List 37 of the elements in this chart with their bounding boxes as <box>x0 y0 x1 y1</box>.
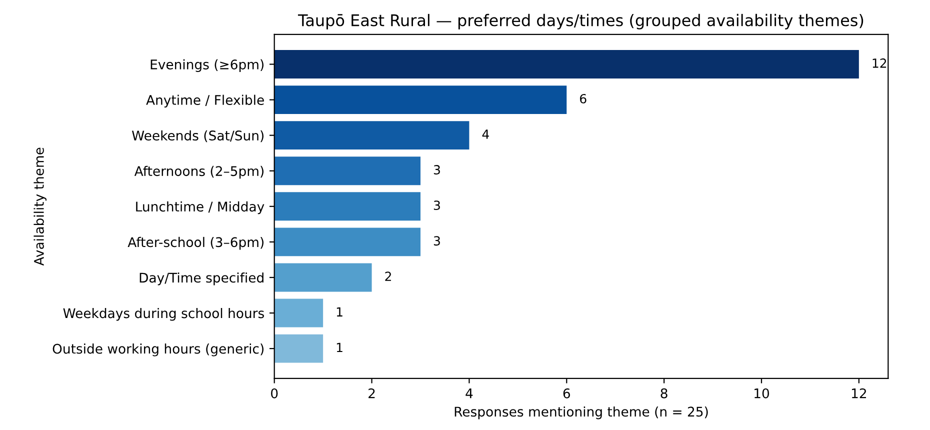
x-tick-label: 2 <box>368 388 375 398</box>
bar <box>274 228 420 256</box>
data-label: 12 <box>872 58 886 68</box>
y-tick-label: Weekdays during school hours <box>63 308 264 321</box>
y-tick-label: Evenings (≥6pm) <box>150 59 264 72</box>
bar <box>274 121 470 150</box>
bar <box>274 50 859 78</box>
data-label: 2 <box>385 272 391 281</box>
bar <box>274 334 324 363</box>
chart-title: Taupō East Rural — preferred days/times (grouped availability themes) <box>298 14 864 30</box>
bar <box>274 86 567 114</box>
data-label: 3 <box>434 165 440 174</box>
x-tick-label: 4 <box>466 388 473 398</box>
data-label: 3 <box>434 236 440 246</box>
x-axis-title: Responses mentioning theme (n = 25) <box>454 406 708 420</box>
bar <box>274 156 420 186</box>
y-tick-label: Outside working hours (generic) <box>52 344 264 356</box>
data-label: 1 <box>336 342 342 352</box>
y-tick-label: Day/Time specified <box>140 272 264 286</box>
y-tick-label: Anytime / Flexible <box>146 94 264 108</box>
x-tick-label: 12 <box>852 388 866 398</box>
y-tick-label: Afternoons (2–5pm) <box>134 166 264 179</box>
bar <box>274 192 420 221</box>
data-label: 3 <box>434 200 440 210</box>
x-tick-label: 8 <box>660 388 668 398</box>
data-label: 6 <box>580 94 586 104</box>
bar <box>274 263 372 292</box>
x-tick-label: 10 <box>754 388 770 398</box>
y-tick-label: Lunchtime / Midday <box>136 201 264 214</box>
bar <box>274 298 324 328</box>
x-tick-label: 6 <box>563 388 570 398</box>
y-axis-title: Availability theme <box>34 148 46 266</box>
data-label: 4 <box>482 130 489 139</box>
data-label: 1 <box>336 307 342 316</box>
y-tick-label: Weekends (Sat/Sun) <box>132 130 264 142</box>
y-tick-label: After-school (3–6pm) <box>128 236 264 250</box>
x-tick-label: 0 <box>271 388 278 398</box>
